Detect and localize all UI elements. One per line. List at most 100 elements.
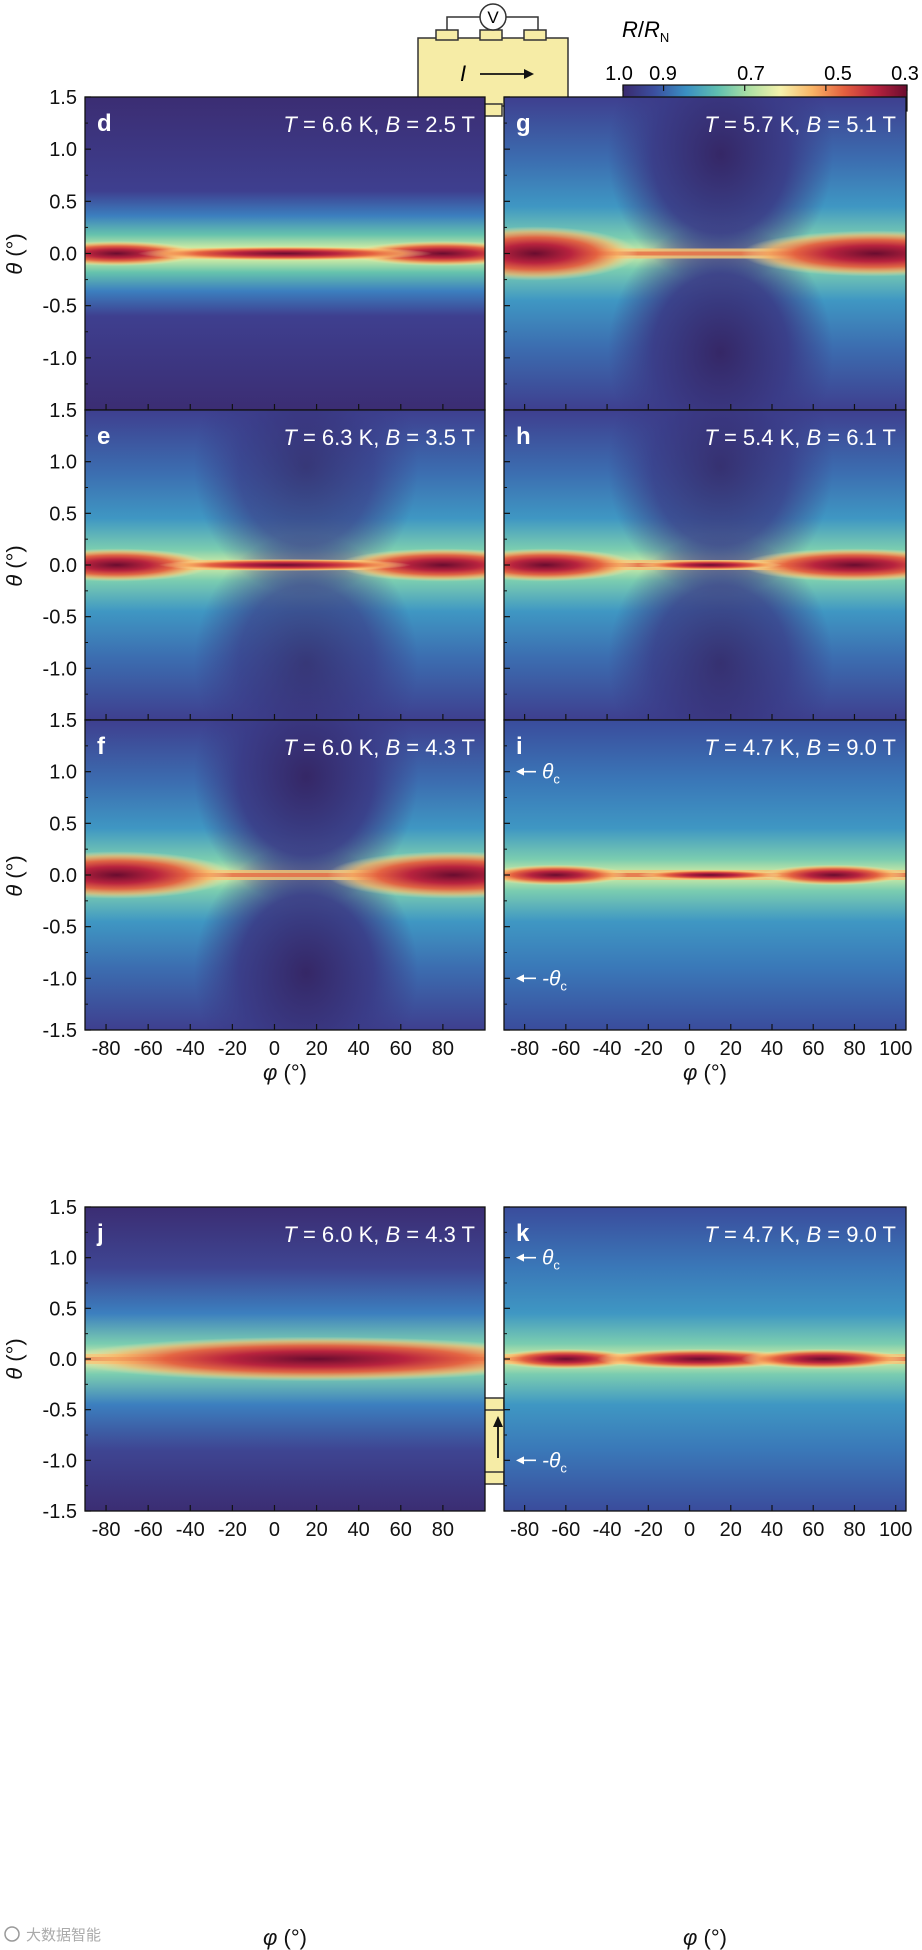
y-axis-label: θ (°) xyxy=(2,1338,27,1380)
x-tick-label: -40 xyxy=(176,1519,205,1541)
x-tick-label: 20 xyxy=(305,1038,327,1060)
arrow-right-icon xyxy=(524,69,534,79)
x-tick-label: 40 xyxy=(348,1519,370,1541)
panel-j: j T = 6.0 K, B = 4.3 T 1.5 1.0 0.5 0.0 -0.5 -1.… xyxy=(43,1197,486,1541)
panel-title: T = 6.6 K, B = 2.5 T xyxy=(283,112,475,137)
arrow-left-icon xyxy=(516,767,524,776)
colorbar-label: R/RN xyxy=(622,17,669,45)
panel-letter: f xyxy=(97,733,106,760)
colorbar-tick-0.9: 0.9 xyxy=(649,63,677,85)
x-tick-label: 80 xyxy=(432,1038,454,1060)
x-tick-label: 0 xyxy=(684,1519,695,1541)
theta-c-label: -θc xyxy=(542,967,567,993)
x-tick-label: -40 xyxy=(593,1038,622,1060)
x-tick-label: -20 xyxy=(218,1519,247,1541)
x-tick-label: 20 xyxy=(720,1038,742,1060)
x-tick-label: 40 xyxy=(348,1038,370,1060)
y-tick-label: 0.0 xyxy=(49,555,77,577)
x-tick-label: -40 xyxy=(593,1519,622,1541)
panel-letter: j xyxy=(96,1220,104,1247)
y-tick-label: 1.0 xyxy=(49,762,77,784)
y-tick-label: 0.0 xyxy=(49,865,77,887)
y-axis-label: θ (°) xyxy=(2,855,27,897)
voltmeter-icon xyxy=(479,3,507,31)
y-tick-label: -0.5 xyxy=(43,296,77,318)
panel-letter: k xyxy=(516,1220,530,1247)
y-tick-label: 1.5 xyxy=(49,87,77,109)
x-tick-label: 40 xyxy=(761,1519,783,1541)
watermark: 大数据智能 xyxy=(4,1926,101,1944)
y-tick-label: 0.5 xyxy=(49,813,77,835)
panel-e: e T = 6.3 K, B = 3.5 T 1.5 1.0 0.5 0.0 -0.5 -1.… xyxy=(43,400,486,721)
y-tick-label: -1.5 xyxy=(43,1501,77,1523)
y-tick-label: -1.0 xyxy=(43,348,77,370)
current-label-top: I xyxy=(460,61,466,86)
x-tick-label: 80 xyxy=(843,1038,865,1060)
panel-letter: h xyxy=(516,423,531,450)
voltmeter-label: V xyxy=(487,8,499,27)
y-tick-label: 1.5 xyxy=(49,710,77,732)
x-tick-label: 60 xyxy=(390,1519,412,1541)
y-tick-label: -1.0 xyxy=(43,1450,77,1472)
y-tick-label: 0.5 xyxy=(49,191,77,213)
theta-c-label: θc xyxy=(542,1247,560,1273)
panel-title: T = 4.7 K, B = 9.0 T xyxy=(704,735,896,760)
colorbar-tick-0.5: 0.5 xyxy=(824,63,852,85)
y-tick-label: 1.5 xyxy=(49,400,77,422)
colorbar-tick-0.7: 0.7 xyxy=(737,63,765,85)
y-tick-label: 0.5 xyxy=(49,1298,77,1320)
x-tick-label: 0 xyxy=(269,1519,280,1541)
x-tick-label: 20 xyxy=(720,1519,742,1541)
x-axis-label: φ (°) xyxy=(683,1925,727,1950)
y-tick-label: -0.5 xyxy=(43,917,77,939)
y-tick-label: 0.0 xyxy=(49,1349,77,1371)
theta-c-label: θc xyxy=(542,761,560,787)
x-tick-label: 60 xyxy=(802,1038,824,1060)
x-tick-label: 0 xyxy=(684,1038,695,1060)
panel-letter: g xyxy=(516,110,531,137)
theta-c-label: -θc xyxy=(542,1449,567,1475)
x-tick-label: 100 xyxy=(879,1038,912,1060)
y-tick-label: -1.0 xyxy=(43,658,77,680)
arrow-left-icon xyxy=(516,1456,524,1465)
panel-d: d T = 6.6 K, B = 2.5 T 1.5 1.0 0.5 0.0 -0.5 -1.… xyxy=(43,87,486,411)
panel-title: T = 6.3 K, B = 3.5 T xyxy=(283,425,475,450)
x-axis-label: φ (°) xyxy=(683,1060,727,1085)
colorbar-tick-0.3: 0.3 xyxy=(891,63,919,85)
panel-f: f T = 6.0 K, B = 4.3 T 1.5 1.0 0.5 0.0 -0.5 -1.… xyxy=(43,710,486,1060)
x-tick-label: 80 xyxy=(432,1519,454,1541)
x-axis-label: φ (°) xyxy=(263,1925,307,1950)
x-tick-label: 0 xyxy=(269,1038,280,1060)
colorbar-tick-1.0: 1.0 xyxy=(605,63,633,85)
y-tick-label: -1.5 xyxy=(43,1020,77,1042)
panel-title: T = 6.0 K, B = 4.3 T xyxy=(283,1222,475,1247)
x-tick-label: -20 xyxy=(218,1038,247,1060)
arrow-left-icon xyxy=(516,1253,524,1262)
x-tick-label: 40 xyxy=(761,1038,783,1060)
y-tick-label: -0.5 xyxy=(43,607,77,629)
x-tick-label: -20 xyxy=(634,1038,663,1060)
x-tick-label: 60 xyxy=(802,1519,824,1541)
x-tick-label: -60 xyxy=(134,1519,163,1541)
y-axis-label: θ (°) xyxy=(2,233,27,275)
y-axis-label: θ (°) xyxy=(2,545,27,587)
y-tick-label: 1.5 xyxy=(49,1197,77,1219)
x-tick-label: -20 xyxy=(634,1519,663,1541)
x-tick-label: -60 xyxy=(134,1038,163,1060)
x-tick-label: -60 xyxy=(551,1038,580,1060)
arrow-up-icon xyxy=(493,1416,503,1427)
x-tick-label: 80 xyxy=(843,1519,865,1541)
y-tick-label: 1.0 xyxy=(49,1248,77,1270)
y-tick-label: 1.0 xyxy=(49,139,77,161)
panel-title: T = 4.7 K, B = 9.0 T xyxy=(704,1222,896,1247)
x-axis-label: φ (°) xyxy=(263,1060,307,1085)
y-tick-label: -1.0 xyxy=(43,968,77,990)
x-tick-label: -40 xyxy=(176,1038,205,1060)
panel-g: g T = 5.7 K, B = 5.1 T xyxy=(503,96,907,411)
x-tick-label: -80 xyxy=(510,1519,539,1541)
weibo-icon xyxy=(4,1926,20,1942)
arrow-left-icon xyxy=(516,974,524,983)
x-tick-label: -80 xyxy=(92,1519,121,1541)
panel-title: T = 6.0 K, B = 4.3 T xyxy=(283,735,475,760)
